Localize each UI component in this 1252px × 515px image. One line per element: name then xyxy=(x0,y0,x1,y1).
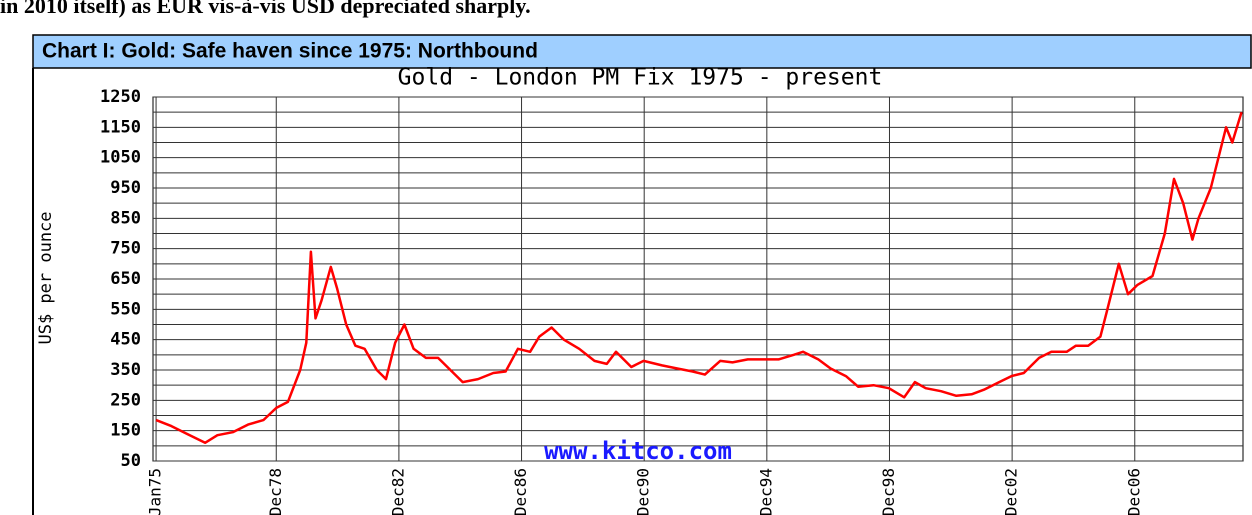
y-tick-label: 150 xyxy=(110,421,141,441)
y-tick-label: 1150 xyxy=(100,117,141,137)
y-tick-label: 950 xyxy=(110,178,141,198)
y-tick-label: 650 xyxy=(110,269,141,289)
chart-title: Gold - London PM Fix 1975 - present xyxy=(398,65,883,91)
y-tick-label: 550 xyxy=(110,299,141,319)
x-tick-label: Dec86 xyxy=(511,468,530,515)
x-tick-label: Dec82 xyxy=(388,468,407,515)
x-tick-label: Dec90 xyxy=(634,468,653,515)
y-tick-label: 50 xyxy=(121,451,141,471)
y-tick-label: 850 xyxy=(110,208,141,228)
header-box xyxy=(32,34,1252,69)
x-tick-label: Dec94 xyxy=(756,468,775,515)
y-tick-label: 450 xyxy=(110,330,141,350)
watermark: www.kitco.com xyxy=(544,437,732,465)
x-tick-label: Dec06 xyxy=(1124,468,1143,515)
y-tick-label: 250 xyxy=(110,390,141,410)
y-tick-label: 350 xyxy=(110,360,141,380)
x-tick-label: Dec78 xyxy=(266,468,285,515)
y-tick-label: 750 xyxy=(110,239,141,259)
y-tick-label: 1250 xyxy=(100,87,141,107)
header-text: Chart I: Gold: Safe haven since 1975: No… xyxy=(42,40,538,63)
y-tick-label: 1050 xyxy=(100,148,141,168)
x-tick-label: Dec98 xyxy=(879,468,898,515)
x-tick-label: Dec02 xyxy=(1002,468,1021,515)
y-axis-label: US$ per ounce xyxy=(36,211,56,344)
x-tick-label: Jan75 xyxy=(146,468,165,515)
price-line xyxy=(155,111,1243,445)
intro-text: in 2010 itself) as EUR vis-à-vis USD dep… xyxy=(0,0,531,18)
